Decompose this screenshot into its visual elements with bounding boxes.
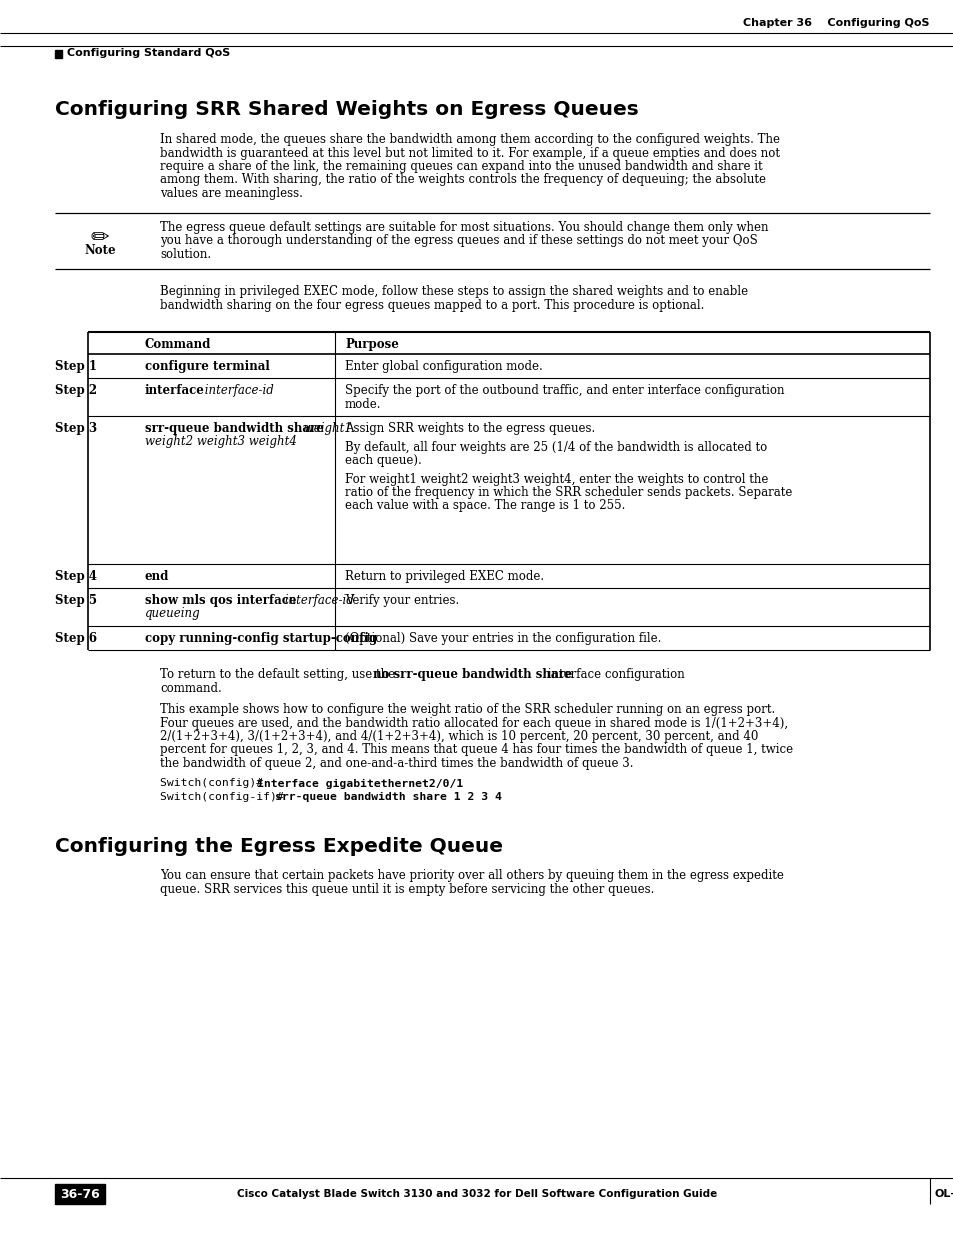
- Text: Enter global configuration mode.: Enter global configuration mode.: [345, 359, 542, 373]
- Text: Four queues are used, and the bandwidth ratio allocated for each queue in shared: Four queues are used, and the bandwidth …: [160, 716, 787, 730]
- Text: You can ensure that certain packets have priority over all others by queuing the: You can ensure that certain packets have…: [160, 869, 783, 882]
- Bar: [55, 1184, 105, 1204]
- Text: Step 2: Step 2: [55, 384, 97, 396]
- Text: Step 3: Step 3: [55, 422, 97, 435]
- Text: each queue).: each queue).: [345, 454, 421, 467]
- Text: Switch(config)#: Switch(config)#: [160, 778, 270, 788]
- Text: ratio of the frequency in which the SRR scheduler sends packets. Separate: ratio of the frequency in which the SRR …: [345, 487, 792, 499]
- Text: Cisco Catalyst Blade Switch 3130 and 3032 for Dell Software Configuration Guide: Cisco Catalyst Blade Switch 3130 and 303…: [236, 1189, 717, 1199]
- Text: Chapter 36    Configuring QoS: Chapter 36 Configuring QoS: [742, 19, 929, 28]
- Text: Step 1: Step 1: [55, 359, 97, 373]
- Text: The egress queue default settings are suitable for most situations. You should c: The egress queue default settings are su…: [160, 221, 768, 233]
- Text: weight2 weight3 weight4: weight2 weight3 weight4: [145, 436, 296, 448]
- Text: Command: Command: [145, 338, 212, 351]
- Text: percent for queues 1, 2, 3, and 4. This means that queue 4 has four times the ba: percent for queues 1, 2, 3, and 4. This …: [160, 743, 792, 757]
- Text: interface-id: interface-id: [281, 594, 354, 606]
- Text: Switch(config-if)#: Switch(config-if)#: [160, 792, 291, 802]
- Text: For weight1 weight2 weight3 weight4, enter the weights to control the: For weight1 weight2 weight3 weight4, ent…: [345, 473, 767, 485]
- Text: Step 5: Step 5: [55, 594, 97, 606]
- Text: no srr-queue bandwidth share: no srr-queue bandwidth share: [373, 668, 572, 680]
- Text: By default, all four weights are 25 (1/4 of the bandwidth is allocated to: By default, all four weights are 25 (1/4…: [345, 441, 766, 453]
- Text: Purpose: Purpose: [345, 338, 398, 351]
- Text: ✏: ✏: [91, 228, 110, 248]
- Text: interface configuration: interface configuration: [543, 668, 684, 680]
- Text: require a share of the link, the remaining queues can expand into the unused ban: require a share of the link, the remaini…: [160, 161, 761, 173]
- Text: Verify your entries.: Verify your entries.: [345, 594, 458, 606]
- Text: srr-queue bandwidth share: srr-queue bandwidth share: [145, 422, 323, 435]
- Text: queueing: queueing: [145, 608, 200, 620]
- Text: weight1: weight1: [299, 422, 352, 435]
- Text: Beginning in privileged EXEC mode, follow these steps to assign the shared weigh: Beginning in privileged EXEC mode, follo…: [160, 285, 747, 298]
- Text: (Optional) Save your entries in the configuration file.: (Optional) Save your entries in the conf…: [345, 632, 660, 645]
- Text: you have a thorough understanding of the egress queues and if these settings do : you have a thorough understanding of the…: [160, 233, 757, 247]
- Text: This example shows how to configure the weight ratio of the SRR scheduler runnin: This example shows how to configure the …: [160, 703, 775, 716]
- Text: copy running-config startup-config: copy running-config startup-config: [145, 632, 376, 645]
- Text: Note: Note: [84, 245, 115, 258]
- Text: each value with a space. The range is 1 to 255.: each value with a space. The range is 1 …: [345, 499, 625, 513]
- Text: show mls qos interface: show mls qos interface: [145, 594, 296, 606]
- Text: Configuring the Egress Expedite Queue: Configuring the Egress Expedite Queue: [55, 837, 502, 856]
- Text: command.: command.: [160, 682, 221, 694]
- Text: interface: interface: [145, 384, 205, 396]
- Text: Step 4: Step 4: [55, 571, 97, 583]
- Text: the bandwidth of queue 2, and one-and-a-third times the bandwidth of queue 3.: the bandwidth of queue 2, and one-and-a-…: [160, 757, 633, 769]
- Text: end: end: [145, 571, 170, 583]
- Text: Configuring Standard QoS: Configuring Standard QoS: [67, 48, 230, 58]
- Text: interface gigabitethernet2/0/1: interface gigabitethernet2/0/1: [256, 778, 462, 788]
- Text: 2/(1+2+3+4), 3/(1+2+3+4), and 4/(1+2+3+4), which is 10 percent, 20 percent, 30 p: 2/(1+2+3+4), 3/(1+2+3+4), and 4/(1+2+3+4…: [160, 730, 758, 743]
- Text: bandwidth is guaranteed at this level but not limited to it. For example, if a q: bandwidth is guaranteed at this level bu…: [160, 147, 780, 159]
- Text: Step 6: Step 6: [55, 632, 97, 645]
- Text: In shared mode, the queues share the bandwidth among them according to the confi: In shared mode, the queues share the ban…: [160, 133, 780, 146]
- Text: 36-76: 36-76: [60, 1188, 100, 1200]
- Text: To return to the default setting, use the: To return to the default setting, use th…: [160, 668, 398, 680]
- Text: interface-id: interface-id: [200, 384, 274, 396]
- Text: solution.: solution.: [160, 247, 211, 261]
- Text: mode.: mode.: [345, 398, 381, 410]
- Text: Specify the port of the outbound traffic, and enter interface configuration: Specify the port of the outbound traffic…: [345, 384, 783, 396]
- Text: Return to privileged EXEC mode.: Return to privileged EXEC mode.: [345, 571, 543, 583]
- Text: bandwidth sharing on the four egress queues mapped to a port. This procedure is : bandwidth sharing on the four egress que…: [160, 299, 703, 311]
- Text: among them. With sharing, the ratio of the weights controls the frequency of deq: among them. With sharing, the ratio of t…: [160, 173, 765, 186]
- Text: srr-queue bandwidth share 1 2 3 4: srr-queue bandwidth share 1 2 3 4: [274, 792, 501, 802]
- Bar: [55, 49, 62, 58]
- Text: Assign SRR weights to the egress queues.: Assign SRR weights to the egress queues.: [345, 422, 595, 435]
- Text: configure terminal: configure terminal: [145, 359, 270, 373]
- Text: queue. SRR services this queue until it is empty before servicing the other queu: queue. SRR services this queue until it …: [160, 883, 654, 895]
- Text: Configuring SRR Shared Weights on Egress Queues: Configuring SRR Shared Weights on Egress…: [55, 100, 639, 119]
- Text: OL-13270-03: OL-13270-03: [934, 1189, 953, 1199]
- Text: values are meaningless.: values are meaningless.: [160, 186, 302, 200]
